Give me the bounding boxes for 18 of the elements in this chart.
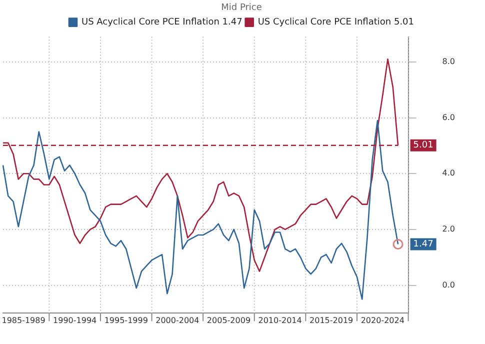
annotation: 1.47 bbox=[413, 240, 434, 250]
x-tick-label: 2015-2019 bbox=[310, 316, 354, 326]
y-tick-label: 2.0 bbox=[442, 224, 456, 234]
ref-line-label: 5.01 bbox=[413, 140, 434, 151]
x-tick-label: 2020-2024 bbox=[360, 316, 404, 326]
x-tick-label: 2010-2014 bbox=[258, 316, 302, 326]
y-tick-label: 8.0 bbox=[442, 57, 456, 66]
legend-label: US Acyclical Core PCE Inflation 1.47 bbox=[81, 18, 242, 28]
y-tick-label: 6.0 bbox=[442, 112, 456, 122]
x-tick-label: 1995-1999 bbox=[104, 316, 148, 326]
y-tick-label: 4.0 bbox=[442, 168, 456, 178]
y-tick-label: 0.0 bbox=[442, 280, 456, 290]
legend-title: Mid Price bbox=[221, 2, 262, 13]
x-tick-label: 1985-1989 bbox=[2, 316, 46, 326]
legend-label: US Cyclical Core PCE Inflation 5.01 bbox=[258, 18, 414, 28]
x-tick-label: 2000-2004 bbox=[156, 316, 200, 326]
x-tick-label: 2005-2009 bbox=[206, 316, 251, 326]
x-tick-label: 1990-1994 bbox=[53, 316, 97, 326]
